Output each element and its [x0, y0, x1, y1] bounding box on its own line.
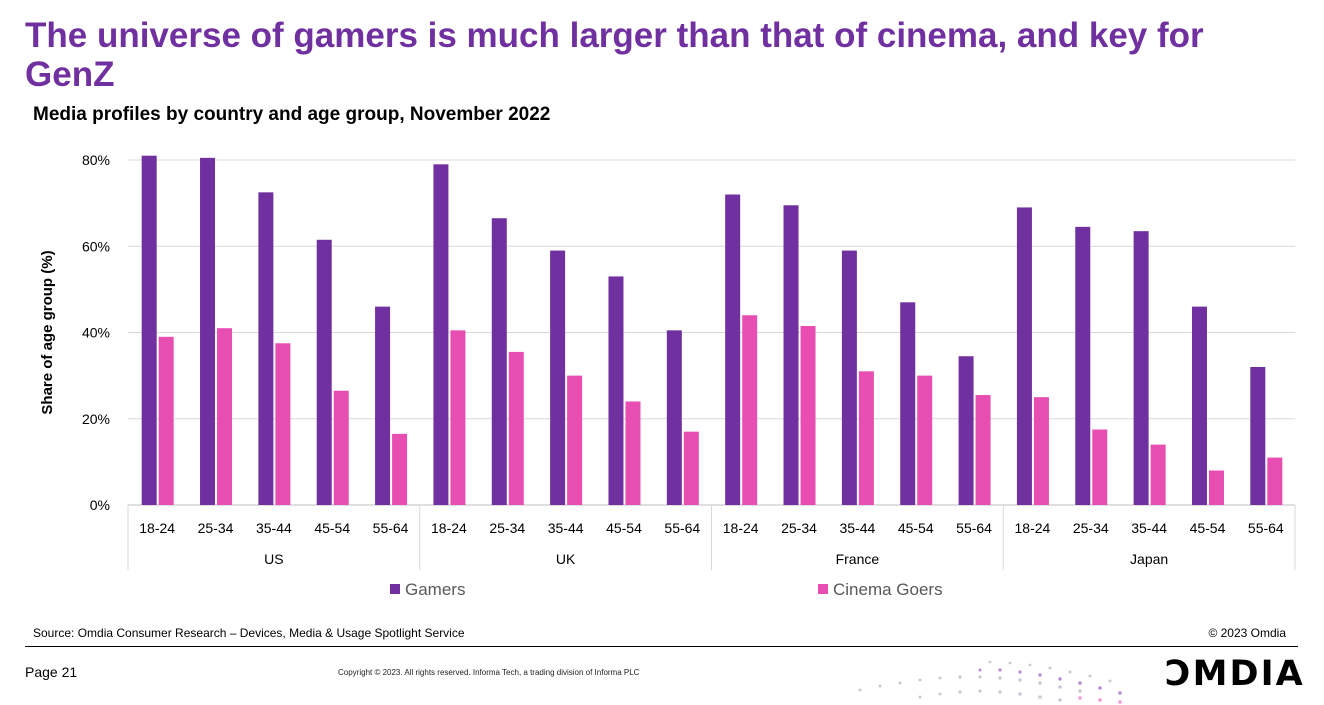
bar-gamers [433, 164, 449, 505]
x-group-label: UK [556, 551, 576, 567]
x-tick-label: 35-44 [256, 520, 292, 536]
bar-cinema [1033, 397, 1049, 505]
legend-gamers: Gamers [405, 580, 465, 599]
bar-gamers [666, 330, 682, 505]
bar-gamers [725, 194, 741, 505]
x-tick-label: 25-34 [1073, 520, 1109, 536]
x-tick-label: 55-64 [1248, 520, 1284, 536]
y-tick-label: 40% [82, 325, 110, 341]
page-number: Page 21 [25, 664, 78, 680]
x-tick-label: 55-64 [956, 520, 992, 536]
x-tick-label: 45-54 [606, 520, 642, 536]
bar-gamers [958, 356, 974, 505]
bar-gamers [141, 155, 157, 505]
bar-cinema [333, 390, 349, 505]
x-tick-label: 25-34 [489, 520, 525, 536]
x-tick-label: 45-54 [1190, 520, 1226, 536]
bar-cinema [683, 431, 699, 505]
x-tick-label: 35-44 [839, 520, 875, 536]
bar-cinema [217, 328, 233, 505]
omdia-logo: ƆMDIA [1165, 654, 1305, 694]
page-title: The universe of gamers is much larger th… [25, 16, 1204, 94]
legend-cinema: Cinema Goers [833, 580, 943, 599]
bar-gamers [1191, 306, 1207, 505]
bar-cinema [508, 351, 524, 505]
bar-cinema [917, 375, 933, 505]
x-tick-label: 18-24 [723, 520, 759, 536]
x-group-label: France [836, 551, 880, 567]
x-tick-label: 25-34 [781, 520, 817, 536]
bar-gamers [258, 192, 274, 505]
x-tick-label: 55-64 [664, 520, 700, 536]
bar-gamers [841, 250, 857, 505]
bar-gamers [1133, 231, 1149, 505]
bar-cinema [742, 315, 758, 505]
bar-gamers [1016, 207, 1032, 505]
footer-divider [25, 646, 1298, 647]
bar-cinema [1092, 429, 1108, 505]
bar-gamers [1075, 226, 1091, 505]
x-tick-label: 18-24 [431, 520, 467, 536]
bar-gamers [608, 276, 624, 505]
y-tick-label: 0% [90, 497, 110, 513]
y-tick-label: 80% [82, 152, 110, 168]
bar-gamers [1250, 367, 1266, 505]
bar-cinema [275, 343, 291, 505]
bar-gamers [375, 306, 391, 505]
legend-swatch [818, 584, 828, 594]
legend-swatch [390, 584, 400, 594]
x-tick-label: 45-54 [898, 520, 934, 536]
bar-cinema [1267, 457, 1283, 505]
bar-cinema [567, 375, 583, 505]
bar-gamers [200, 157, 216, 505]
bar-cinema [625, 401, 641, 505]
x-tick-label: 25-34 [198, 520, 234, 536]
y-tick-label: 20% [82, 411, 110, 427]
y-tick-label: 60% [82, 238, 110, 254]
x-tick-label: 35-44 [548, 520, 584, 536]
bar-chart: 0% 20% 40% 60% 80% Share of age group (%) 18-2… [39, 152, 1296, 599]
x-tick-label: 18-24 [139, 520, 175, 536]
bar-gamers [900, 302, 916, 505]
y-axis-title: Share of age group (%) [39, 250, 56, 414]
x-tick-label: 55-64 [373, 520, 409, 536]
bar-cinema [800, 326, 816, 505]
decorative-dots [858, 660, 1122, 704]
bar-gamers [316, 239, 332, 505]
bar-cinema [158, 336, 174, 505]
copyright-short: © 2023 Omdia [1208, 626, 1286, 640]
x-group-label: US [264, 551, 283, 567]
bar-cinema [1208, 470, 1224, 505]
bar-cinema [450, 330, 466, 505]
x-tick-label: 18-24 [1015, 520, 1051, 536]
legal-notice: Copyright © 2023. All rights reserved. I… [338, 668, 640, 677]
bar-cinema [392, 433, 408, 505]
bar-cinema [858, 371, 874, 505]
x-tick-label: 45-54 [314, 520, 350, 536]
bar-cinema [1150, 444, 1166, 505]
bar-gamers [550, 250, 566, 505]
chart-subtitle: Media profiles by country and age group,… [33, 104, 551, 125]
x-tick-label: 35-44 [1131, 520, 1167, 536]
x-group-label: Japan [1130, 551, 1168, 567]
source-note: Source: Omdia Consumer Research – Device… [33, 626, 465, 640]
bar-gamers [491, 218, 507, 505]
bar-cinema [975, 395, 991, 505]
bar-gamers [783, 205, 799, 505]
